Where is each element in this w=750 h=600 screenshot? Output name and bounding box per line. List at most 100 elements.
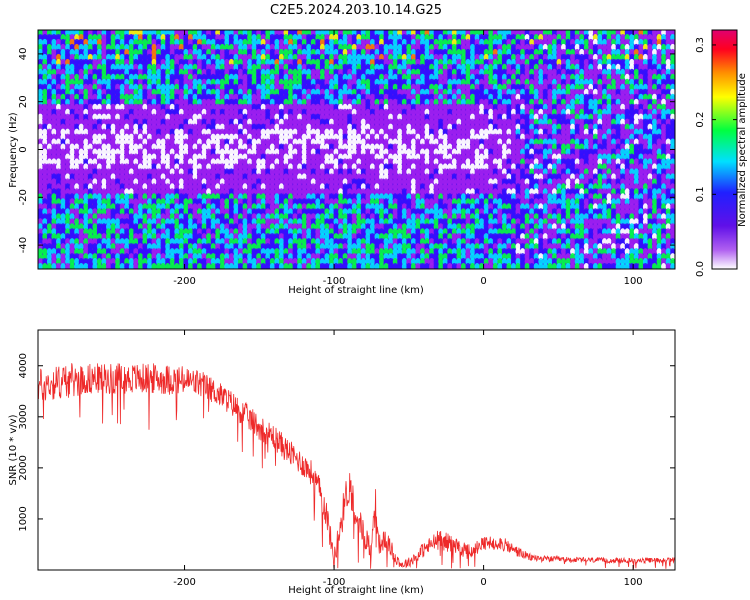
heatmap-cell (133, 173, 139, 181)
heatmap-cell (96, 138, 102, 146)
heatmap-cell (92, 188, 98, 196)
heatmap-cell (51, 238, 57, 246)
heatmap-cell (106, 143, 111, 151)
heatmap-cell (74, 183, 80, 191)
heatmap-cell (119, 183, 125, 191)
heatmap-cell (65, 263, 71, 269)
heatmap-cell (137, 238, 143, 246)
heatmap-cell (92, 93, 98, 101)
heatmap-cell (128, 238, 134, 246)
heatmap-cell (124, 188, 130, 196)
heatmap-cell (106, 238, 111, 246)
heatmap-cell (92, 113, 98, 121)
heatmap-cell (83, 138, 89, 146)
heatmap-cell (124, 88, 130, 96)
heatmap-cell (78, 238, 84, 246)
heatmap-cell (142, 68, 148, 76)
heatmap-cell (92, 248, 98, 256)
heatmap-cell (92, 123, 98, 131)
heatmap-cell (78, 78, 84, 86)
heatmap-cell (87, 258, 93, 265)
heatmap-cell (151, 193, 157, 201)
heatmap-cell (78, 193, 84, 201)
heatmap-cell (74, 173, 80, 181)
heatmap-cell (78, 173, 84, 181)
heatmap-cell (124, 143, 130, 151)
heatmap-cell (51, 63, 57, 71)
heatmap-cell (124, 258, 130, 265)
heatmap-cell (51, 34, 57, 41)
heatmap-cell (78, 63, 84, 71)
heatmap-cell (142, 143, 148, 151)
heatmap-cell (110, 193, 116, 201)
heatmap-cell (74, 103, 80, 111)
heatmap-cell (65, 38, 71, 46)
heatmap-cell (87, 238, 93, 246)
heatmap-cell (96, 83, 102, 91)
heatmap-cell (119, 173, 125, 181)
heatmap-cell (110, 173, 116, 181)
heatmap-cell (151, 34, 157, 41)
heatmap-cell (96, 178, 102, 186)
heatmap-cell (87, 233, 93, 241)
heatmap-cell (124, 153, 130, 161)
heatmap-cell (87, 263, 93, 269)
heatmap-cell (124, 198, 130, 206)
heatmap-cell (46, 93, 52, 101)
heatmap-cell (106, 193, 111, 201)
heatmap-cell (56, 203, 61, 211)
heatmap-cell (106, 138, 111, 146)
heatmap-cell (60, 108, 66, 116)
heatmap-cell (151, 203, 157, 211)
heatmap-cell (128, 203, 134, 211)
heatmap-cell (128, 173, 134, 181)
heatmap-cell (56, 78, 61, 86)
heatmap-cell (69, 263, 75, 269)
heatmap-cell (133, 168, 139, 176)
heatmap-cell (119, 143, 125, 151)
heatmap-cell (60, 73, 66, 81)
heatmap-cell (124, 193, 130, 201)
heatmap-cell (106, 43, 111, 51)
heatmap-cell (42, 123, 48, 131)
heatmap-cell (106, 103, 111, 111)
heatmap-cell (60, 218, 66, 226)
heatmap-cell (151, 238, 157, 246)
heatmap-cell (56, 208, 61, 216)
heatmap-cell (137, 228, 143, 236)
heatmap-cell (56, 238, 61, 246)
heatmap-cell (137, 48, 143, 56)
heatmap-cell (115, 98, 121, 106)
heatmap-cell (128, 193, 134, 201)
heatmap-cell (142, 34, 148, 41)
heatmap-cell (69, 238, 75, 246)
heatmap-cell (51, 153, 57, 161)
heatmap-cell (124, 213, 130, 221)
heatmap-cell (92, 253, 98, 261)
heatmap-cell (124, 128, 130, 136)
heatmap-cell (69, 128, 75, 136)
heatmap-cell (147, 133, 152, 141)
heatmap-cell (56, 138, 61, 146)
heatmap-cell (42, 193, 48, 201)
heatmap-cell (51, 208, 57, 216)
heatmap-cell (124, 138, 130, 146)
heatmap-cell (69, 118, 75, 126)
heatmap-cell (56, 148, 61, 156)
heatmap-cell (78, 123, 84, 131)
heatmap-cell (96, 193, 102, 201)
heatmap-cell (151, 98, 157, 106)
heatmap-cell (74, 34, 80, 41)
heatmap-cell (119, 218, 125, 226)
heatmap-cell (96, 48, 102, 56)
heatmap-cell (128, 178, 134, 186)
heatmap-cell (78, 73, 84, 81)
heatmap-cell (87, 163, 93, 171)
heatmap-cell (92, 233, 98, 241)
heatmap-cell (151, 68, 157, 76)
heatmap-cell (60, 158, 66, 166)
heatmap-cell (142, 208, 148, 216)
heatmap-cell (38, 43, 43, 51)
heatmap-cell (128, 88, 134, 96)
